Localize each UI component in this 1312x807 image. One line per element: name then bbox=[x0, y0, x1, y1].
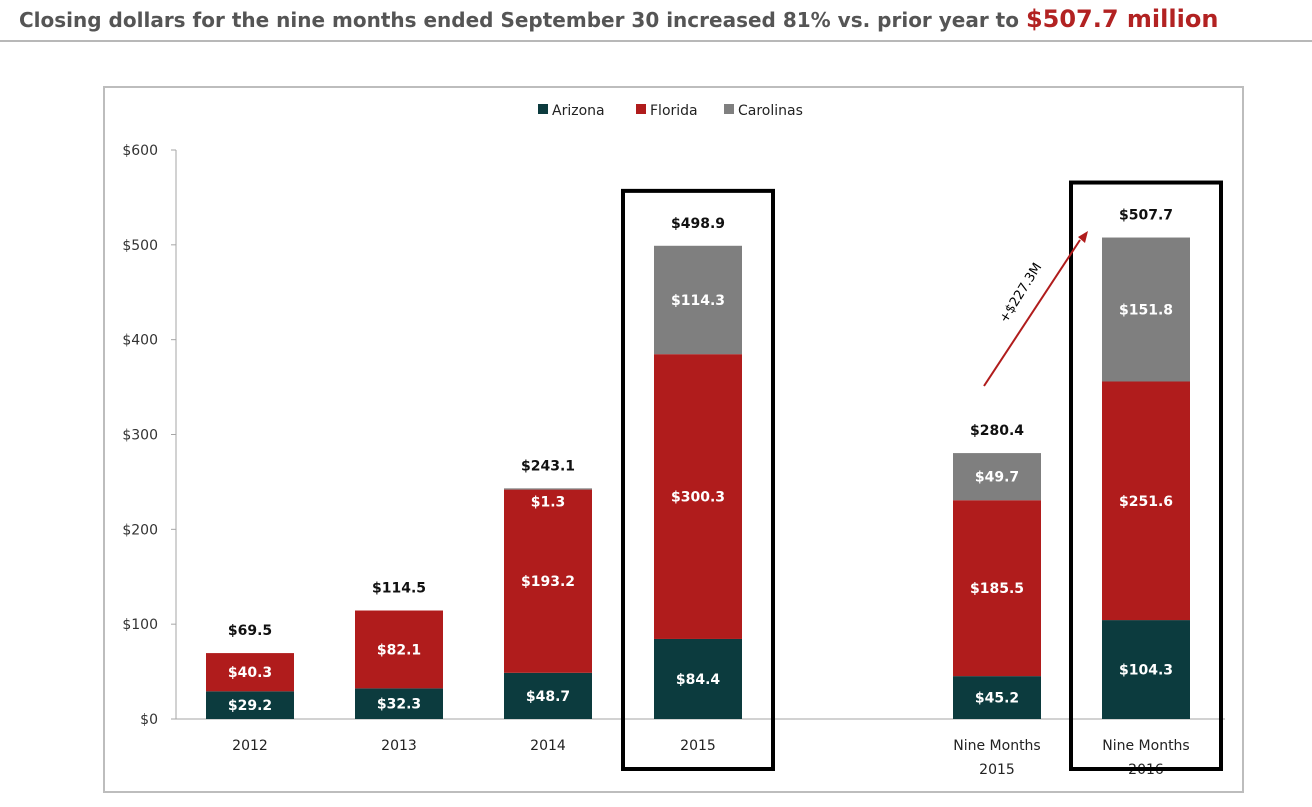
highlight-group bbox=[621, 180, 1223, 771]
bar-florida-2012 bbox=[206, 653, 294, 692]
data-label-carolinas: $114.3 bbox=[671, 293, 725, 309]
data-label-arizona: $104.3 bbox=[1119, 663, 1173, 679]
bar-arizona-2014 bbox=[504, 672, 592, 719]
bar-arizona-nine-months-2016 bbox=[1102, 620, 1190, 719]
data-label-florida: $193.2 bbox=[521, 574, 575, 590]
bar-florida-2013 bbox=[355, 610, 443, 689]
x-tick-label: 2012 bbox=[232, 738, 268, 754]
data-label-florida: $251.6 bbox=[1119, 494, 1173, 510]
total-label: $498.9 bbox=[671, 216, 725, 232]
data-label-arizona: $32.3 bbox=[377, 697, 421, 713]
data-label-carolinas: $49.7 bbox=[975, 470, 1019, 486]
bar-carolinas-nine-months-2016 bbox=[1102, 237, 1190, 382]
y-axis-group: $0 $100 $200 $300 $400 $500 $600 bbox=[122, 143, 1225, 728]
data-label-arizona: $45.2 bbox=[975, 691, 1019, 707]
y-tick-label: $0 bbox=[140, 712, 158, 728]
y-tick-label: $200 bbox=[122, 522, 158, 538]
legend-group: Arizona Florida Carolinas bbox=[538, 103, 803, 119]
legend-label-arizona: Arizona bbox=[552, 103, 605, 119]
y-tick-label: $300 bbox=[122, 428, 158, 444]
x-tick-label: 2015 bbox=[680, 738, 716, 754]
y-tick-label: $600 bbox=[122, 143, 158, 159]
bar-florida-2015 bbox=[654, 354, 742, 639]
labels-group: $29.2 $40.3 $69.5 2012 $32.3 $82.1 $114.5 2013 $… bbox=[228, 208, 1190, 778]
growth-arrow-head bbox=[1078, 231, 1088, 243]
legend-label-carolinas: Carolinas bbox=[738, 103, 803, 119]
data-label-florida: $82.1 bbox=[377, 642, 421, 658]
data-label-arizona: $84.4 bbox=[676, 672, 721, 688]
data-label-arizona: $29.2 bbox=[228, 698, 272, 714]
highlight-box-2015 bbox=[621, 188, 775, 771]
legend-swatch-carolinas bbox=[724, 104, 734, 114]
bar-arizona-2015 bbox=[654, 638, 742, 719]
y-tick-label: $400 bbox=[122, 333, 158, 349]
total-label: $243.1 bbox=[521, 458, 575, 474]
data-label-florida: $185.5 bbox=[970, 581, 1024, 597]
legend-swatch-florida bbox=[636, 104, 646, 114]
legend-swatch-arizona bbox=[538, 104, 548, 114]
total-label: $507.7 bbox=[1119, 208, 1173, 224]
bar-carolinas-2014 bbox=[504, 488, 592, 490]
growth-arrow-line bbox=[983, 239, 1081, 387]
bar-florida-nine-months-2016 bbox=[1102, 381, 1190, 621]
total-label: $280.4 bbox=[970, 423, 1024, 439]
total-label: $114.5 bbox=[372, 580, 426, 596]
growth-annotation: +$227.3M bbox=[997, 261, 1046, 326]
bar-carolinas-nine-months-2015 bbox=[953, 453, 1041, 501]
data-label-carolinas: $151.8 bbox=[1119, 303, 1173, 319]
bar-carolinas-2015 bbox=[654, 245, 742, 355]
total-label: $69.5 bbox=[228, 623, 272, 639]
x-tick-label: 2015 bbox=[979, 762, 1015, 778]
bar-arizona-2012 bbox=[206, 691, 294, 719]
x-tick-label: Nine Months bbox=[1102, 738, 1189, 754]
data-label-carolinas: $1.3 bbox=[531, 494, 566, 510]
data-label-arizona: $48.7 bbox=[526, 689, 570, 705]
bars-group bbox=[206, 237, 1190, 719]
headline-banner: Closing dollars for the nine months ende… bbox=[0, 0, 1312, 42]
x-tick-label: Nine Months bbox=[953, 738, 1040, 754]
bar-arizona-2013 bbox=[355, 688, 443, 719]
legend-label-florida: Florida bbox=[650, 103, 698, 119]
bar-arizona-nine-months-2015 bbox=[953, 676, 1041, 719]
bar-florida-nine-months-2015 bbox=[953, 500, 1041, 677]
x-tick-label: 2014 bbox=[530, 738, 566, 754]
y-tick-label: $100 bbox=[122, 617, 158, 633]
headline-amount: $507.7 million bbox=[1025, 5, 1219, 33]
y-tick-label: $500 bbox=[122, 238, 158, 254]
x-tick-label: 2013 bbox=[381, 738, 417, 754]
highlight-box-nine-months-2016 bbox=[1069, 180, 1223, 771]
data-label-florida: $40.3 bbox=[228, 665, 272, 681]
headline-text: Closing dollars for the nine months ende… bbox=[19, 8, 1026, 32]
bar-florida-2014 bbox=[504, 489, 592, 673]
data-label-florida: $300.3 bbox=[671, 490, 725, 506]
